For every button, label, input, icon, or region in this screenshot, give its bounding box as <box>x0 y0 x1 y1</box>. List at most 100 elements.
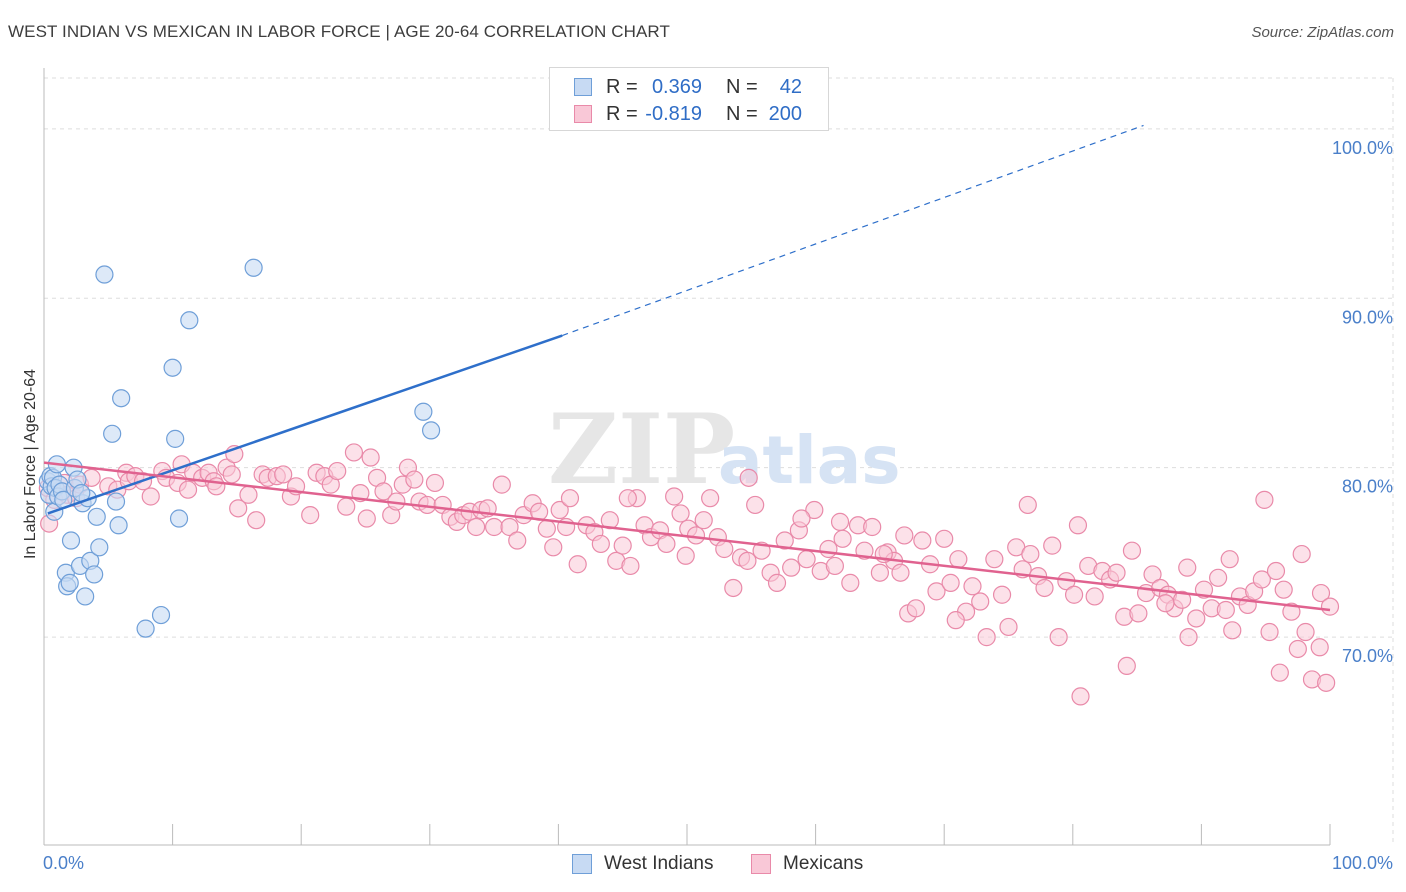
west-indian-point <box>169 509 189 528</box>
mexican-point <box>508 531 527 550</box>
west-indian-point <box>60 573 79 592</box>
mexican-point <box>344 443 364 462</box>
mexican-point <box>1035 578 1054 598</box>
mexican-point <box>671 504 690 523</box>
mexican-point <box>1282 602 1301 621</box>
mexican-point <box>913 531 932 550</box>
mexican-point <box>560 489 580 508</box>
mexican-point <box>1209 568 1228 587</box>
mexican-point <box>906 599 926 618</box>
watermark-zip: ZIP <box>548 393 735 506</box>
mexican-point <box>1266 561 1286 581</box>
mexican-point <box>1043 536 1062 555</box>
bottom-legend-swatch-west-indians <box>572 854 592 874</box>
legend-r-label: R = <box>606 102 638 125</box>
legend-swatch-mexicans <box>574 105 592 123</box>
west-indian-point <box>90 538 109 557</box>
mexican-point <box>895 526 914 545</box>
west-indian-trend-dashed <box>562 124 1144 337</box>
mexican-point <box>738 551 757 570</box>
mexican-point <box>746 495 765 515</box>
west-indian-point <box>103 424 122 443</box>
mexican-point <box>1049 628 1068 647</box>
mexican-point <box>724 578 743 598</box>
mexican-points <box>38 443 1340 706</box>
mexican-point <box>492 475 511 494</box>
mexican-point <box>1179 628 1198 647</box>
mexican-point <box>537 519 556 538</box>
mexican-point <box>1292 544 1311 564</box>
mexican-point <box>591 534 610 554</box>
mexican-point <box>1317 673 1336 692</box>
bottom-legend-mexicans: Mexicans <box>751 852 863 876</box>
mexican-point <box>863 517 882 537</box>
mexican-point <box>949 550 968 569</box>
mexican-point <box>207 477 226 496</box>
mexican-point <box>1068 516 1088 535</box>
legend-n-value: 200 <box>768 102 802 125</box>
legend-r-value: 0.369 <box>651 75 702 98</box>
mexican-point <box>715 539 734 559</box>
mexican-point <box>550 500 569 520</box>
west-indian-point <box>85 565 104 584</box>
west-indian-point <box>106 492 126 511</box>
west-indian-point <box>87 507 106 526</box>
mexican-point <box>767 573 787 592</box>
legend-n-label: N = <box>726 75 758 98</box>
mexican-point <box>1288 639 1307 659</box>
mexican-point <box>141 487 160 506</box>
mexican-point <box>1117 656 1136 676</box>
mexican-point <box>568 555 587 574</box>
trend-lines <box>43 124 1331 612</box>
mexican-point <box>1216 600 1235 620</box>
west-indian-point <box>166 429 185 448</box>
west-indian-point <box>61 531 81 550</box>
mexican-point <box>935 529 954 548</box>
mexican-point <box>1107 563 1126 582</box>
mexican-point <box>797 550 816 569</box>
west-indian-point <box>76 587 95 606</box>
mexican-point <box>361 448 380 467</box>
mexican-point <box>1255 490 1274 509</box>
west-indian-point <box>163 358 182 377</box>
mexican-point <box>830 512 850 531</box>
west-indian-point <box>136 619 155 638</box>
mexican-point <box>239 485 258 504</box>
mexican-point <box>891 563 910 582</box>
bottom-legend-swatch-mexicans <box>751 854 771 874</box>
mexican-point <box>1260 622 1279 642</box>
west-indian-point <box>109 516 128 535</box>
mexican-point <box>1270 663 1289 682</box>
west-indian-point <box>95 265 114 284</box>
chart-title: WEST INDIAN VS MEXICAN IN LABOR FORCE | … <box>8 22 670 41</box>
axes <box>43 68 1331 846</box>
mexican-point <box>425 473 445 493</box>
west-indian-trend-line <box>47 334 563 515</box>
legend-row-west-indians: R = 0.369 N = 42 <box>574 74 802 100</box>
mexican-point <box>825 556 844 576</box>
legend: R = 0.369 N = 42 R = -0.819 N = 200 <box>549 67 829 131</box>
mexican-point <box>374 482 393 501</box>
mexican-point <box>1129 604 1148 623</box>
mexican-point <box>963 577 982 596</box>
legend-n-value: 42 <box>779 75 802 98</box>
west-indian-point <box>414 402 433 421</box>
mexican-point <box>1320 597 1340 616</box>
mexican-point <box>621 556 640 576</box>
mexican-point <box>694 511 713 530</box>
mexican-point <box>1252 570 1271 589</box>
bottom-legend-label-west-indians: West Indians <box>604 853 714 874</box>
mexican-point <box>466 517 486 537</box>
mexican-point <box>701 489 720 508</box>
y-tick-label: 80.0% <box>1342 477 1393 497</box>
mexican-point <box>222 465 241 484</box>
mexican-point <box>1071 687 1090 706</box>
mexican-point <box>665 487 684 506</box>
mexican-point <box>544 538 563 557</box>
west-indian-point <box>180 311 199 330</box>
mexican-point <box>841 573 860 592</box>
mexican-point <box>1064 585 1084 604</box>
y-tick-label: 70.0% <box>1342 646 1393 666</box>
y-tick-label: 100.0% <box>1332 138 1393 158</box>
